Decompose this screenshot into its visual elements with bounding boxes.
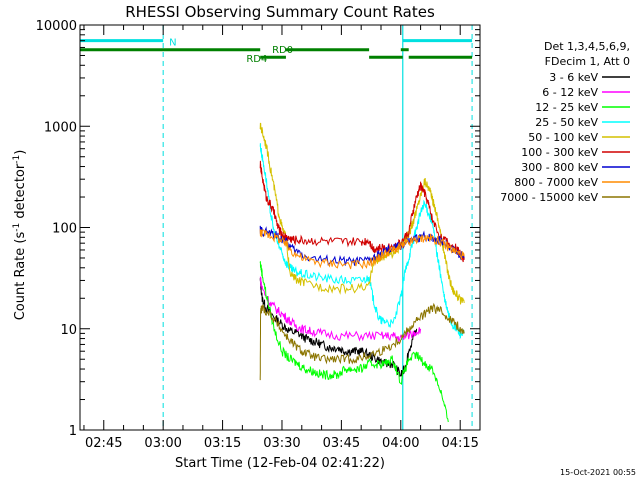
legend-header-line-1: Det 1,3,4,5,6,9, [544,40,630,53]
x-tick-label-0: 02:45 [85,436,122,451]
y-tick-label-1: 10 [60,323,77,338]
axis-ticks: 1 10 100 1000 10000 02:45 03:00 03:15 03:30 03:45… [36,19,481,451]
x-tick-label-2: 03:15 [204,436,241,451]
legend-label-8: 7000 - 15000 keV [500,191,598,204]
legend-label-5: 100 - 300 keV [521,146,598,159]
annotation-0: N [169,37,176,48]
y-tick-label-4: 10000 [36,19,77,34]
x-tick-label-6: 04:15 [441,436,478,451]
y-tick-label-0: 1 [69,424,77,439]
legend-label-2: 12 - 25 keV [535,101,598,114]
x-tick-label-1: 03:00 [144,436,181,451]
y-tick-label-3: 1000 [44,120,77,135]
series-line-5 [259,160,465,263]
x-tick-label-5: 04:00 [382,436,419,451]
series-line-8 [259,302,465,381]
legend-label-4: 50 - 100 keV [528,131,598,144]
x-tick-label-4: 03:45 [323,436,360,451]
annotation-2: RD4 [246,54,267,65]
series-layer [259,122,465,423]
legend: Det 1,3,4,5,6,9, FDecim 1, Att 0 3 - 6 k… [500,40,630,204]
series-line-2 [259,261,449,423]
legend-label-3: 25 - 50 keV [535,116,598,129]
y-tick-label-2: 100 [52,222,77,237]
series-line-7 [259,229,465,270]
legend-label-1: 6 - 12 keV [542,86,598,99]
x-tick-label-3: 03:30 [263,436,300,451]
annotation-1: RD0 [272,45,293,56]
series-line-3 [259,143,465,340]
x-axis-label: Start Time (12-Feb-04 02:41:22) [175,456,385,471]
legend-entries: 3 - 6 keV 6 - 12 keV 12 - 25 keV 25 - 50 ke… [500,71,630,204]
legend-label-0: 3 - 6 keV [549,71,598,84]
y-axis-label: Count Rate (s-1 detector-1) [12,150,28,321]
annotations: N RD0 RD4 [169,37,293,65]
legend-header-line-2: FDecim 1, Att 0 [545,55,630,68]
timestamp: 15-Oct-2021 00:55 [560,468,636,477]
chart-title: RHESSI Observing Summary Count Rates [125,3,435,21]
legend-label-7: 800 - 7000 keV [514,176,598,189]
legend-label-6: 300 - 800 keV [521,161,598,174]
series-line-1 [259,276,422,342]
